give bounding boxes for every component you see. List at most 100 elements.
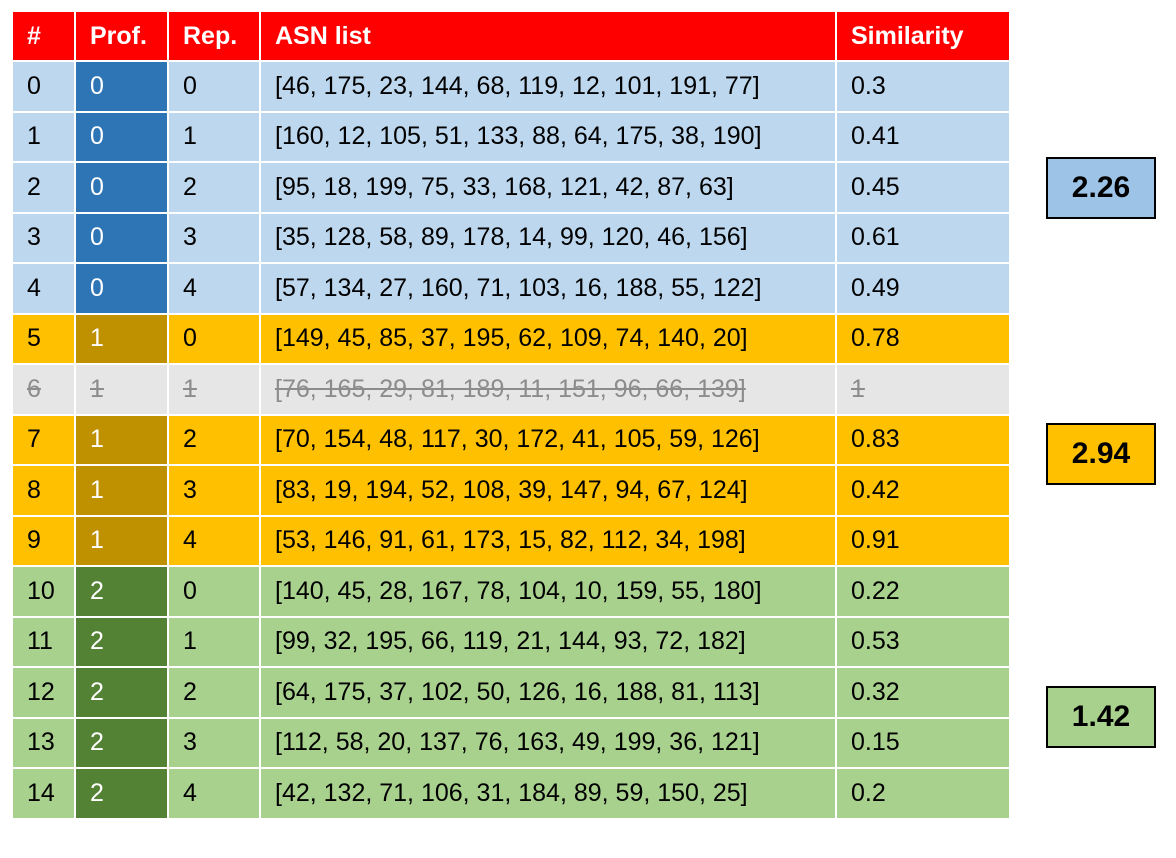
similarity-cell: 0.2 [835, 767, 1011, 820]
profile-cell: 2 [74, 565, 169, 618]
repetition-cell: 4 [167, 767, 261, 820]
table-row: 9 1 4 [53, 146, 91, 61, 173, 15, 82, 112, 3… [11, 514, 1011, 567]
table-row: 1 0 1 [160, 12, 105, 51, 133, 88, 64, 175, … [11, 110, 1011, 163]
repetition-cell: 0 [167, 565, 261, 618]
row-index-cell: 8 [11, 464, 76, 517]
header-similarity: Similarity [835, 10, 1011, 62]
score-box-profile-0: 2.26 [1046, 157, 1156, 219]
profile-cell: 1 [74, 514, 169, 567]
table-row: 3 0 3 [35, 128, 58, 89, 178, 14, 99, 120, 4… [11, 211, 1011, 264]
profile-cell: 2 [74, 716, 169, 769]
repetition-cell: 1 [167, 363, 261, 416]
profile-cell: 1 [74, 312, 169, 365]
asn-list-cell: [53, 146, 91, 61, 173, 15, 82, 112, 34, … [259, 514, 837, 567]
asn-list-cell: [70, 154, 48, 117, 30, 172, 41, 105, 59,… [259, 413, 837, 466]
repetition-cell: 2 [167, 666, 261, 719]
table-row: 8 1 3 [83, 19, 194, 52, 108, 39, 147, 94, 6… [11, 464, 1011, 517]
profile-cell: 0 [74, 60, 169, 113]
table-row: 12 2 2 [64, 175, 37, 102, 50, 126, 16, 188,… [11, 666, 1011, 719]
similarity-cell: 0.41 [835, 110, 1011, 163]
asn-list-cell: [112, 58, 20, 137, 76, 163, 49, 199, 36,… [259, 716, 837, 769]
profile-cell: 1 [74, 363, 169, 416]
similarity-cell: 0.45 [835, 161, 1011, 214]
row-index-cell: 9 [11, 514, 76, 567]
table-row: 11 2 1 [99, 32, 195, 66, 119, 21, 144, 93, … [11, 615, 1011, 668]
row-index-cell: 5 [11, 312, 76, 365]
asn-list-cell: [140, 45, 28, 167, 78, 104, 10, 159, 55,… [259, 565, 837, 618]
profile-cell: 0 [74, 262, 169, 315]
similarity-cell: 0.22 [835, 565, 1011, 618]
repetition-cell: 1 [167, 110, 261, 163]
header-profile: Prof. [74, 10, 169, 62]
similarity-cell: 0.53 [835, 615, 1011, 668]
similarity-cell: 0.3 [835, 60, 1011, 113]
row-index-cell: 1 [11, 110, 76, 163]
asn-list-cell: [83, 19, 194, 52, 108, 39, 147, 94, 67, … [259, 464, 837, 517]
row-index-cell: 14 [11, 767, 76, 820]
similarity-cell: 1 [835, 363, 1011, 416]
asn-list-cell: [57, 134, 27, 160, 71, 103, 16, 188, 55,… [259, 262, 837, 315]
asn-table: # Prof. Rep. ASN list Similarity 0 0 0 [46,… [11, 10, 1011, 820]
row-index-cell: 2 [11, 161, 76, 214]
asn-list-cell: [149, 45, 85, 37, 195, 62, 109, 74, 140,… [259, 312, 837, 365]
similarity-cell: 0.42 [835, 464, 1011, 517]
similarity-cell: 0.61 [835, 211, 1011, 264]
repetition-cell: 2 [167, 413, 261, 466]
profile-cell: 0 [74, 161, 169, 214]
row-index-cell: 4 [11, 262, 76, 315]
score-box-profile-2: 1.42 [1046, 686, 1156, 748]
table-row: 0 0 0 [46, 175, 23, 144, 68, 119, 12, 101, … [11, 60, 1011, 113]
table-row: 5 1 0 [149, 45, 85, 37, 195, 62, 109, 74, 1… [11, 312, 1011, 365]
asn-list-cell: [42, 132, 71, 106, 31, 184, 89, 59, 150,… [259, 767, 837, 820]
row-index-cell: 13 [11, 716, 76, 769]
repetition-cell: 3 [167, 464, 261, 517]
repetition-cell: 4 [167, 262, 261, 315]
row-index-cell: 12 [11, 666, 76, 719]
profile-cell: 0 [74, 211, 169, 264]
asn-list-cell: [160, 12, 105, 51, 133, 88, 64, 175, 38,… [259, 110, 837, 163]
asn-list-cell: [99, 32, 195, 66, 119, 21, 144, 93, 72, … [259, 615, 837, 668]
profile-cell: 0 [74, 110, 169, 163]
asn-list-cell: [35, 128, 58, 89, 178, 14, 99, 120, 46, … [259, 211, 837, 264]
repetition-cell: 3 [167, 211, 261, 264]
repetition-cell: 2 [167, 161, 261, 214]
profile-cell: 2 [74, 666, 169, 719]
table-row: 14 2 4 [42, 132, 71, 106, 31, 184, 89, 59, … [11, 767, 1011, 820]
header-repetition: Rep. [167, 10, 261, 62]
row-index-cell: 10 [11, 565, 76, 618]
header-asn-list: ASN list [259, 10, 837, 62]
repetition-cell: 0 [167, 312, 261, 365]
profile-cell: 1 [74, 413, 169, 466]
profile-cell: 1 [74, 464, 169, 517]
similarity-cell: 0.83 [835, 413, 1011, 466]
score-box-profile-1: 2.94 [1046, 423, 1156, 485]
similarity-cell: 0.15 [835, 716, 1011, 769]
row-index-cell: 6 [11, 363, 76, 416]
similarity-cell: 0.91 [835, 514, 1011, 567]
table-row: 7 1 2 [70, 154, 48, 117, 30, 172, 41, 105, … [11, 413, 1011, 466]
similarity-cell: 0.78 [835, 312, 1011, 365]
row-index-cell: 7 [11, 413, 76, 466]
similarity-cell: 0.49 [835, 262, 1011, 315]
profile-cell: 2 [74, 767, 169, 820]
table-row: 4 0 4 [57, 134, 27, 160, 71, 103, 16, 188, … [11, 262, 1011, 315]
row-index-cell: 11 [11, 615, 76, 668]
repetition-cell: 1 [167, 615, 261, 668]
row-index-cell: 3 [11, 211, 76, 264]
header-row: # Prof. Rep. ASN list Similarity [11, 10, 1011, 62]
profile-cell: 2 [74, 615, 169, 668]
asn-list-cell: [95, 18, 199, 75, 33, 168, 121, 42, 87, … [259, 161, 837, 214]
table-row: 6 1 1 [76, 165, 29, 81, 189, 11, 151, 96, 6… [11, 363, 1011, 416]
table-row: 13 2 3 [112, 58, 20, 137, 76, 163, 49, 199,… [11, 716, 1011, 769]
asn-list-cell: [46, 175, 23, 144, 68, 119, 12, 101, 191… [259, 60, 837, 113]
similarity-cell: 0.32 [835, 666, 1011, 719]
table-row: 2 0 2 [95, 18, 199, 75, 33, 168, 121, 42, 8… [11, 161, 1011, 214]
header-index: # [11, 10, 76, 62]
table-row: 10 2 0 [140, 45, 28, 167, 78, 104, 10, 159,… [11, 565, 1011, 618]
repetition-cell: 0 [167, 60, 261, 113]
repetition-cell: 3 [167, 716, 261, 769]
repetition-cell: 4 [167, 514, 261, 567]
asn-list-cell: [64, 175, 37, 102, 50, 126, 16, 188, 81,… [259, 666, 837, 719]
asn-list-cell: [76, 165, 29, 81, 189, 11, 151, 96, 66, … [259, 363, 837, 416]
row-index-cell: 0 [11, 60, 76, 113]
